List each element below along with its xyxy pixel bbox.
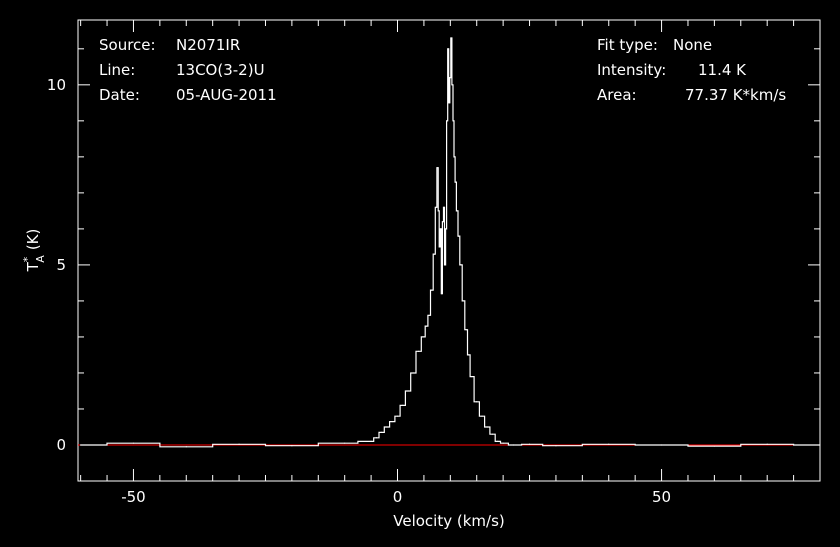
plot-frame bbox=[77, 19, 821, 482]
spectrum-point bbox=[423, 336, 425, 338]
spectrum-point bbox=[344, 442, 346, 444]
spectrum-point bbox=[486, 426, 488, 428]
spectrum-point bbox=[443, 206, 445, 208]
spectrum-point bbox=[435, 206, 437, 208]
info-source-value: N2071IR bbox=[176, 36, 240, 54]
spectrum-point bbox=[449, 77, 451, 79]
spectrum-point bbox=[386, 426, 388, 428]
spectrum-point bbox=[447, 48, 449, 50]
spectrum-point bbox=[433, 253, 436, 255]
spectrum-point bbox=[425, 325, 428, 327]
spectrum-point bbox=[462, 300, 465, 302]
spectrum-point bbox=[407, 390, 409, 392]
spectrum-point bbox=[513, 444, 515, 446]
info-line-key: Line: bbox=[99, 61, 135, 79]
spectrum-point bbox=[456, 210, 458, 212]
spectrum-point bbox=[819, 444, 821, 446]
spectrum-point bbox=[375, 437, 377, 439]
spectrum-point bbox=[451, 84, 454, 86]
spectrum-point bbox=[465, 329, 467, 331]
spectrum-point bbox=[412, 372, 414, 374]
spectrum-point bbox=[444, 264, 446, 266]
spectrum-point bbox=[418, 350, 420, 352]
spectrum-point bbox=[502, 442, 504, 444]
spectrum-point bbox=[381, 431, 383, 433]
spectrum-point bbox=[402, 404, 404, 406]
info-fittype-key: Fit type: bbox=[597, 36, 658, 54]
info-line-value: 13CO(3-2)U bbox=[176, 61, 265, 79]
spectrum-point bbox=[452, 120, 455, 122]
axis-ticks: -50 0 50 0 5 10 bbox=[47, 20, 821, 506]
spectrum-point bbox=[428, 314, 430, 316]
info-area-key: Area: bbox=[597, 86, 637, 104]
x-tick-label: -50 bbox=[121, 488, 146, 506]
spectrum-point bbox=[440, 228, 442, 230]
spectrum-point bbox=[132, 442, 135, 444]
info-date-value: 05-AUG-2011 bbox=[176, 86, 277, 104]
spectrum-point bbox=[491, 433, 494, 435]
spectrum-point bbox=[481, 415, 483, 417]
spectrum-point bbox=[476, 401, 478, 403]
spectrum-point bbox=[460, 264, 462, 266]
spectrum-point bbox=[437, 167, 439, 169]
spectrum-point bbox=[396, 415, 399, 417]
info-intensity-value: 11.4 K bbox=[698, 61, 747, 79]
spectrum-point bbox=[455, 181, 457, 183]
spectrum-point bbox=[238, 443, 240, 445]
series-layer bbox=[80, 37, 821, 448]
spectrum-point bbox=[441, 293, 443, 295]
y-axis-label-main: T bbox=[24, 261, 42, 272]
info-intensity-key: Intensity: bbox=[597, 61, 666, 79]
info-area-value: 77.37 K*km/s bbox=[685, 86, 786, 104]
y-axis-label-sup: * bbox=[21, 256, 34, 262]
spectrum-point bbox=[766, 443, 768, 445]
spectrum-point bbox=[458, 235, 460, 237]
spectrum-point bbox=[370, 440, 372, 442]
spectrum-point bbox=[391, 420, 393, 423]
spectrum-point bbox=[660, 444, 663, 446]
spectrum-point bbox=[80, 444, 82, 446]
info-source-key: Source: bbox=[99, 36, 156, 54]
y-axis-label-sub: A bbox=[34, 255, 47, 263]
y-tick-label: 0 bbox=[56, 436, 66, 454]
spectrum-point bbox=[442, 221, 444, 223]
spectrum-point bbox=[608, 443, 610, 445]
spectrum-point bbox=[446, 120, 448, 122]
info-date-key: Date: bbox=[99, 86, 140, 104]
y-axis-label: T*A (K) bbox=[21, 229, 47, 273]
y-tick-label: 5 bbox=[56, 256, 66, 274]
spectrum-point bbox=[453, 156, 456, 158]
y-axis-label-unit: (K) bbox=[24, 229, 42, 251]
info-fittype-value: None bbox=[673, 36, 712, 54]
spectrum-point bbox=[445, 228, 447, 230]
spectrum-point bbox=[448, 102, 450, 104]
spectrum-point bbox=[713, 445, 715, 447]
x-tick-label: 0 bbox=[393, 488, 403, 506]
spectrum-point bbox=[431, 289, 433, 291]
spectrum-point bbox=[291, 445, 293, 447]
spectrum-point bbox=[470, 375, 473, 378]
spectrum-point bbox=[185, 446, 187, 448]
spectrum-point bbox=[497, 440, 499, 442]
spectrum-point bbox=[450, 37, 452, 39]
spectrum-point bbox=[555, 445, 557, 447]
spectrum-point bbox=[468, 354, 470, 356]
svg-text:T*A(K): T*A (K) bbox=[21, 229, 47, 273]
spectrum-point bbox=[439, 246, 441, 248]
spectrum-point bbox=[438, 210, 440, 212]
y-tick-label: 10 bbox=[47, 76, 66, 94]
spectrum-point bbox=[528, 443, 531, 445]
x-tick-label: 50 bbox=[652, 488, 671, 506]
x-axis-label: Velocity (km/s) bbox=[393, 512, 504, 530]
